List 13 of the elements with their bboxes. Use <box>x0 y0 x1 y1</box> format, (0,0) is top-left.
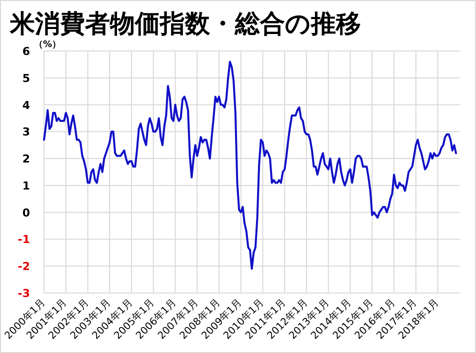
y-tick-label: 6 <box>22 45 30 58</box>
y-axis-title: （%） <box>34 40 62 50</box>
line-series <box>43 60 457 270</box>
y-tick-label: 0 <box>22 206 30 220</box>
chart-title: 米消費者物価指数・総合の推移 <box>9 9 361 38</box>
y-tick-label: 4 <box>22 98 30 112</box>
y-tick-label: 1 <box>22 179 30 192</box>
y-tick-label: 3 <box>22 126 30 139</box>
y-tick-label: -3 <box>18 287 30 300</box>
y-tick-label: 5 <box>22 72 30 85</box>
y-tick-label: -2 <box>18 260 30 274</box>
y-tick-label: 2 <box>22 152 30 166</box>
y-tick-label: -1 <box>18 233 30 246</box>
